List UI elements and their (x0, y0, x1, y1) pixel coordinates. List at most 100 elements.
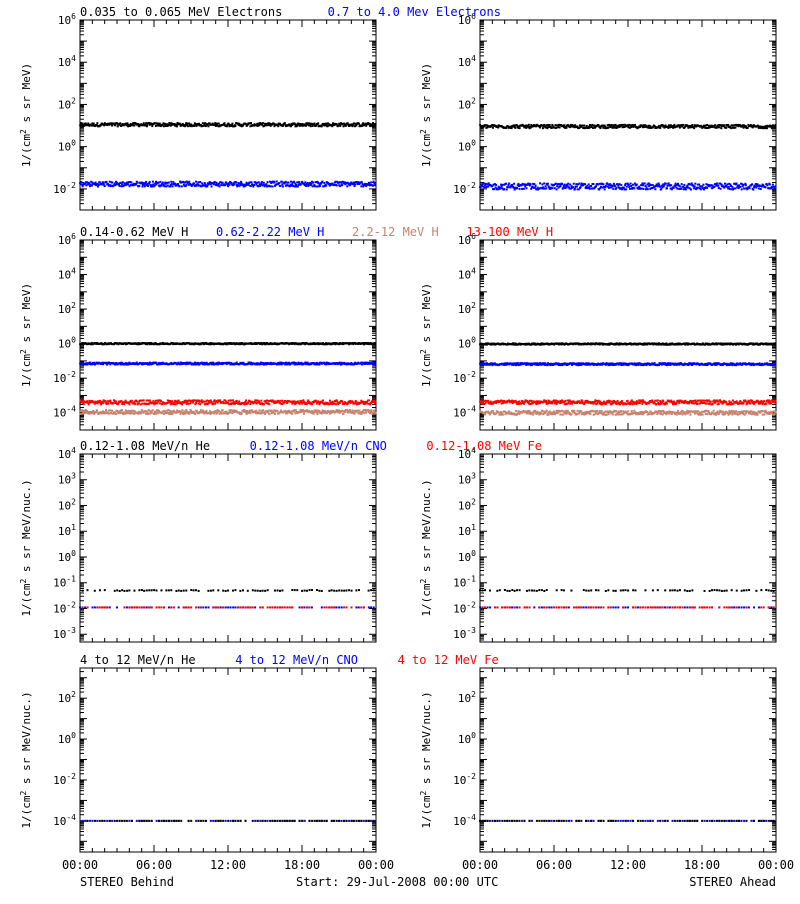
data-point (303, 401, 305, 403)
data-point (300, 184, 302, 186)
data-point (348, 411, 350, 413)
data-point (506, 189, 508, 191)
data-point (108, 413, 110, 415)
data-point (341, 410, 343, 412)
data-point (319, 185, 321, 187)
data-point (206, 185, 208, 187)
data-point (628, 184, 630, 186)
data-point (234, 125, 236, 127)
data-point (765, 125, 767, 127)
data-point (347, 403, 349, 405)
data-point (245, 399, 247, 401)
data-point (620, 184, 622, 186)
data-point (666, 187, 668, 189)
data-point (140, 403, 142, 405)
data-point (706, 124, 708, 126)
data-point (143, 122, 145, 124)
data-point (574, 188, 576, 190)
data-point (83, 403, 85, 405)
data-point (316, 413, 318, 415)
data-point (626, 186, 628, 188)
data-point (217, 363, 219, 365)
data-point (751, 183, 753, 185)
data-point (604, 188, 606, 190)
data-point (530, 188, 532, 190)
data-point (775, 185, 777, 187)
data-point (633, 187, 635, 189)
data-point (734, 127, 736, 129)
data-point (372, 412, 374, 414)
data-point (207, 125, 209, 127)
data-points (79, 122, 377, 188)
data-point (706, 187, 708, 189)
data-point (310, 183, 312, 185)
data-point (630, 183, 632, 185)
data-point (516, 187, 518, 189)
data-point (130, 181, 132, 183)
data-point (223, 122, 225, 124)
data-point (648, 185, 650, 187)
data-point (690, 188, 692, 190)
data-point (202, 122, 204, 124)
data-point (103, 182, 105, 184)
data-point (521, 188, 523, 190)
data-point (178, 400, 180, 402)
data-point (172, 185, 174, 187)
data-point (157, 412, 159, 414)
data-point (659, 186, 661, 188)
data-point (276, 181, 278, 183)
data-point (373, 410, 375, 412)
data-point (600, 186, 602, 188)
data-point (93, 401, 95, 403)
data-point (115, 413, 117, 415)
data-point (262, 122, 264, 124)
data-point (608, 187, 610, 189)
data-point (654, 188, 656, 190)
data-point (519, 188, 521, 190)
data-point (374, 403, 376, 405)
data-point (152, 409, 154, 411)
data-point (685, 188, 687, 190)
data-point (316, 185, 318, 187)
data-point (199, 181, 201, 183)
data-point (321, 412, 323, 414)
data-point (255, 410, 257, 412)
data-point (185, 184, 187, 186)
data-point (360, 362, 362, 364)
data-point (551, 127, 553, 129)
data-point (162, 182, 164, 184)
data-point (347, 122, 349, 124)
data-point (192, 402, 194, 404)
data-point (370, 409, 372, 411)
data-point (282, 125, 284, 127)
data-point (333, 184, 335, 186)
data-points (79, 342, 376, 415)
data-point (278, 182, 280, 184)
data-point (612, 185, 614, 187)
data-point (363, 412, 365, 414)
y-tick-label: 100 (58, 139, 76, 154)
data-point (109, 181, 111, 183)
data-point (270, 410, 272, 412)
data-point (145, 122, 147, 124)
y-axis-label: 1/(cm2 s sr MeV) (19, 283, 33, 387)
data-point (182, 181, 184, 183)
data-point (249, 412, 251, 414)
data-point (254, 399, 256, 401)
data-point (211, 185, 213, 187)
data-point (230, 412, 232, 414)
data-point (188, 181, 190, 183)
y-tick-label: 106 (58, 232, 76, 247)
data-point (263, 182, 265, 184)
data-point (691, 182, 693, 184)
data-point (299, 403, 301, 405)
data-point (757, 183, 759, 185)
data-point (354, 183, 356, 185)
data-point (287, 182, 289, 184)
data-point (149, 181, 151, 183)
data-point (632, 184, 634, 186)
y-tick-label: 10-2 (453, 181, 476, 196)
data-point (614, 127, 616, 129)
data-point (144, 185, 146, 187)
data-point (628, 186, 630, 188)
